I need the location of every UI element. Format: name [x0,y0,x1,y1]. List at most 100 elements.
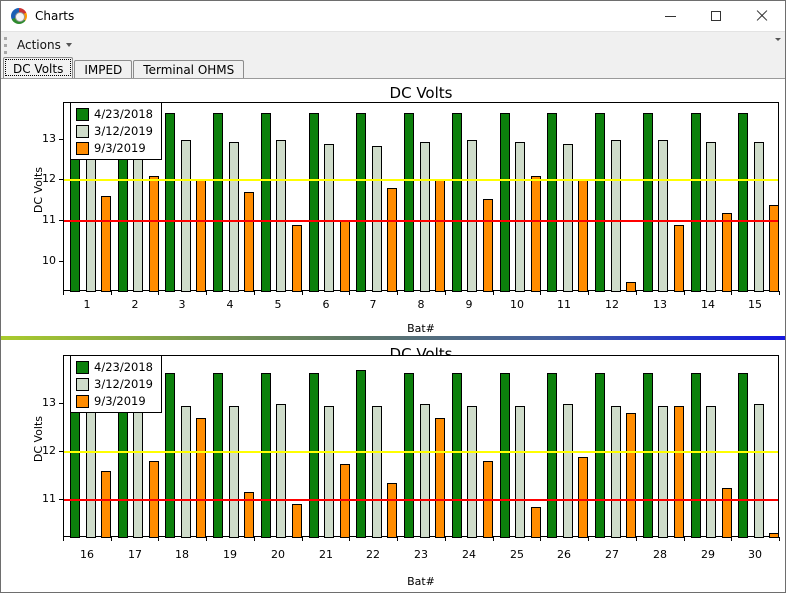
bar-3-12-2019 [563,404,573,538]
x-tick-label: 4 [226,298,234,311]
bar-9-3-2019 [531,507,541,538]
x-tick-label: 24 [462,548,476,561]
legend-item: 9/3/2019 [76,141,153,155]
actions-menu-button[interactable]: Actions [10,34,79,56]
bar-3-12-2019 [706,142,716,292]
bar-9-3-2019 [292,225,302,292]
x-tick-label: 20 [271,548,285,561]
bar-3-12-2019 [420,142,430,292]
bar-3-12-2019 [515,142,525,292]
bar-3-12-2019 [229,142,239,292]
bar-9-3-2019 [769,533,779,538]
x-tick-label: 7 [369,298,377,311]
legend-swatch [76,394,89,408]
minimize-button[interactable] [647,2,693,31]
bar-3-12-2019 [276,140,286,292]
bar-3-12-2019 [372,146,382,292]
maximize-icon [711,11,721,21]
bar-9-3-2019 [340,221,350,292]
bar-9-3-2019 [101,471,111,538]
caret-down-icon [65,43,72,47]
y-tick-label: 13 [42,396,56,409]
x-tick-mark [397,537,398,541]
toolbar-overflow-button[interactable] [775,38,781,60]
x-tick-mark [779,291,780,295]
x-tick-mark [588,291,589,295]
bar-9-3-2019 [722,213,732,292]
bar-3-12-2019 [86,140,96,292]
bar-9-3-2019 [244,192,254,292]
window-title: Charts [35,9,75,23]
threshold-line [64,179,778,181]
legend: 4/23/2018 3/12/2019 9/3/2019 [70,355,162,413]
x-tick-mark [397,291,398,295]
x-tick-label: 5 [274,298,282,311]
minimize-icon [664,15,676,17]
y-tick-mark [59,451,63,452]
x-tick-label: 26 [557,548,571,561]
bar-3-12-2019 [611,406,621,538]
charts-panel: DC Volts DC Volts 4/23/2018 3/12/2019 9/3/20… [1,79,785,592]
y-tick-label: 12 [42,444,56,457]
x-tick-mark [254,537,255,541]
bar-4-23-2018 [404,113,414,292]
x-tick-label: 2 [131,298,139,311]
plot-area: 4/23/2018 3/12/2019 9/3/2019 [63,102,779,292]
bar-9-3-2019 [387,483,397,538]
tab-imped[interactable]: IMPED [74,60,133,78]
x-tick-label: 28 [653,548,667,561]
bar-4-23-2018 [691,373,701,538]
bar-4-23-2018 [213,373,223,538]
bar-4-23-2018 [309,373,319,538]
actions-menu-label: Actions [17,38,61,52]
bar-9-3-2019 [674,225,684,292]
toolbar-grip[interactable] [4,36,7,54]
bar-3-12-2019 [658,140,668,292]
bar-9-3-2019 [196,180,206,292]
bar-3-12-2019 [515,406,525,538]
x-tick-mark [684,537,685,541]
legend-label: 4/23/2018 [94,107,153,121]
bar-4-23-2018 [500,113,510,292]
x-tick-mark [158,291,159,295]
plot-area: 4/23/2018 3/12/2019 9/3/2019 [63,355,779,538]
x-tick-mark [588,537,589,541]
legend-label: 9/3/2019 [94,141,146,155]
x-tick-mark [302,537,303,541]
chart-separator-gradient [1,336,785,340]
x-tick-label: 12 [605,298,619,311]
maximize-button[interactable] [693,2,739,31]
legend-item: 4/23/2018 [76,360,153,374]
x-tick-mark [445,537,446,541]
x-tick-mark [349,291,350,295]
x-tick-mark [445,291,446,295]
bar-9-3-2019 [387,188,397,292]
y-tick-label: 13 [42,132,56,145]
bar-9-3-2019 [435,180,445,292]
y-tick-mark [59,403,63,404]
bar-4-23-2018 [643,113,653,292]
x-tick-label: 27 [605,548,619,561]
bar-4-23-2018 [261,113,271,292]
bar-9-3-2019 [531,176,541,292]
x-tick-mark [779,537,780,541]
bar-4-23-2018 [356,370,366,538]
bar-4-23-2018 [595,373,605,538]
legend-item: 3/12/2019 [76,377,153,391]
tab-dc-volts[interactable]: DC Volts [3,57,74,78]
tab-terminal-ohms[interactable]: Terminal OHMS [133,60,245,78]
close-button[interactable] [739,2,785,31]
bar-4-23-2018 [500,373,510,538]
bar-9-3-2019 [196,418,206,538]
x-tick-label: 29 [701,548,715,561]
y-tick-mark [59,499,63,500]
x-tick-mark [158,537,159,541]
x-tick-mark [302,291,303,295]
bar-3-12-2019 [467,140,477,292]
bar-4-23-2018 [309,113,319,292]
bar-3-12-2019 [324,406,334,538]
x-tick-mark [254,291,255,295]
bar-3-12-2019 [420,404,430,538]
bar-4-23-2018 [738,113,748,292]
legend-label: 4/23/2018 [94,360,153,374]
